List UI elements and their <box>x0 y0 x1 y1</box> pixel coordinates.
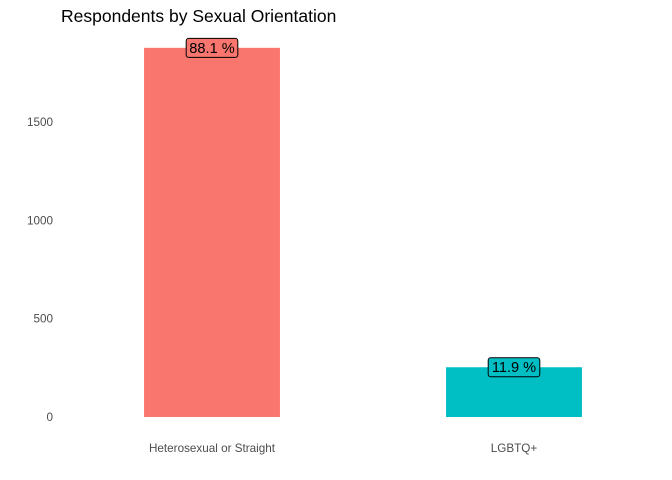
x-tick-label: LGBTQ+ <box>491 442 538 455</box>
data-label: 88.1 % <box>185 37 239 58</box>
data-label-box <box>487 357 541 378</box>
x-tick-label: Heterosexual or Straight <box>149 442 276 455</box>
y-tick-label: 500 <box>33 313 53 326</box>
y-tick-label: 1000 <box>27 214 54 227</box>
bar <box>144 47 280 418</box>
data-labels: 88.1 % 11.9 % <box>185 37 541 378</box>
y-tick-label: 1500 <box>27 116 54 129</box>
x-axis: Heterosexual or Straight LGBTQ+ <box>149 442 537 455</box>
data-label-text: 11.9 % <box>492 360 536 376</box>
data-label-box <box>185 37 239 58</box>
chart-title: Respondents by Sexual Orientation <box>61 6 336 26</box>
data-label: 11.9 % <box>487 357 541 378</box>
bars <box>144 47 582 418</box>
y-tick-label: 0 <box>46 411 53 424</box>
data-label-text: 88.1 % <box>189 41 234 57</box>
y-axis: 0 500 1000 1500 <box>27 116 54 424</box>
